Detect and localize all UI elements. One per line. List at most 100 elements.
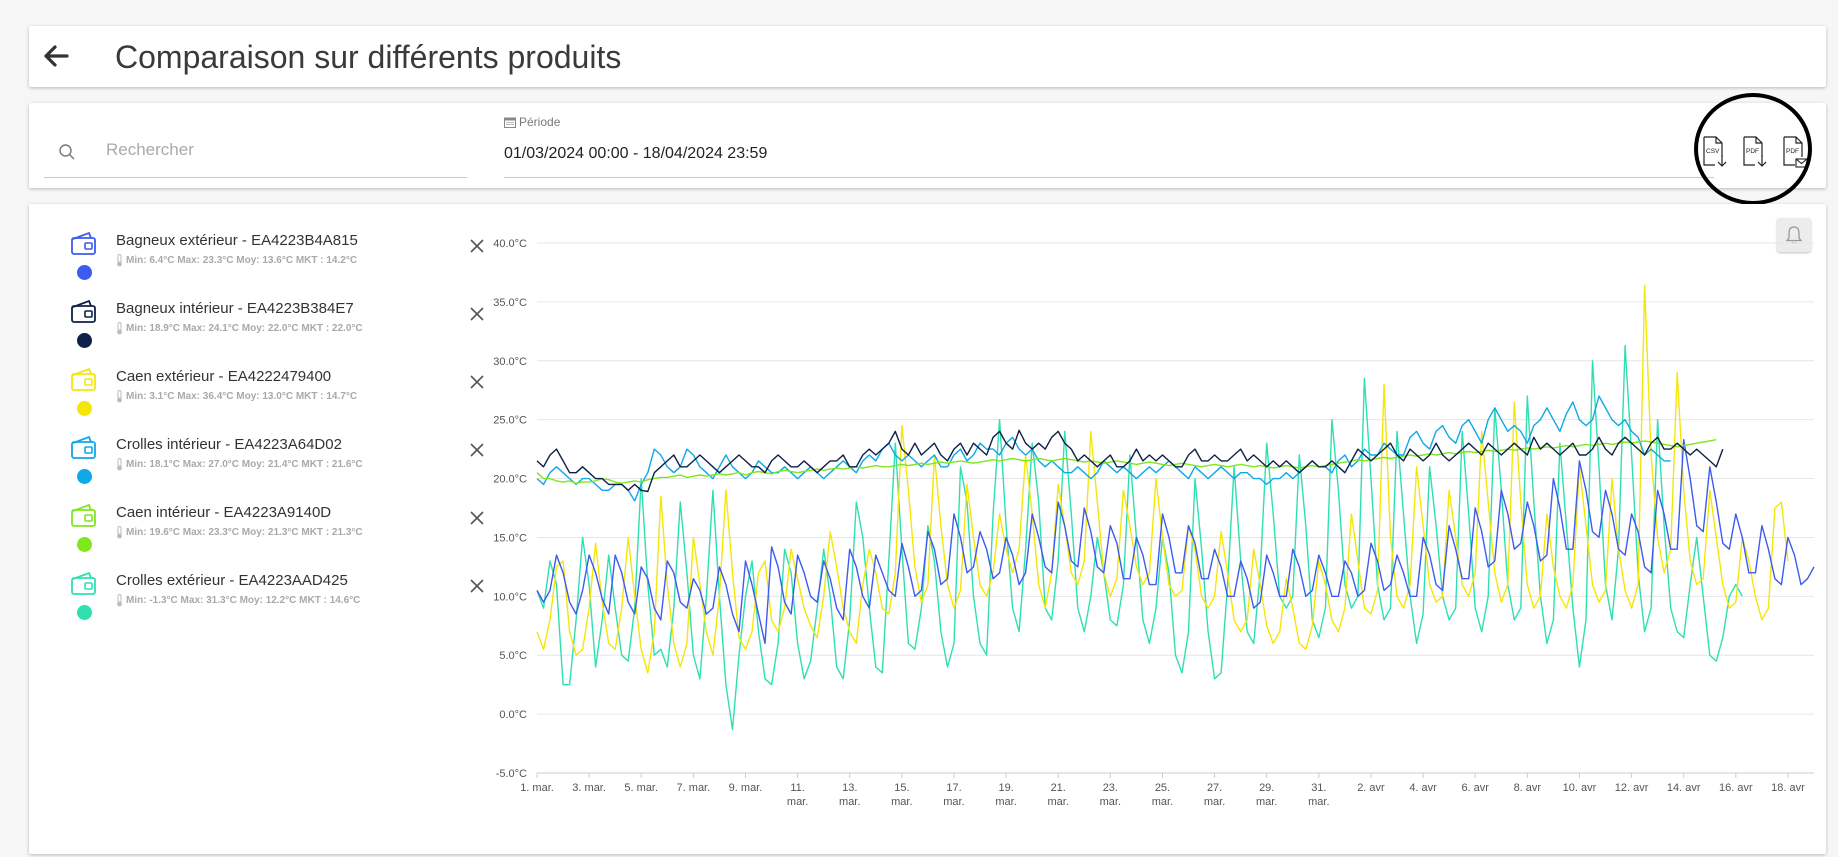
legend-item[interactable]: Caen extérieur - EA4222479400 Min: 3.1°C … (69, 366, 484, 428)
x-tick-label: 25. (1155, 782, 1170, 794)
x-tick-label-line2: mar. (1204, 796, 1225, 808)
legend-item[interactable]: Caen intérieur - EA4223A9140D Min: 19.6°C… (69, 502, 484, 564)
x-tick-label: 18. avr (1771, 782, 1805, 794)
series-line (536, 439, 1717, 484)
sensor-name: Bagneux extérieur - EA4223B4A815 (116, 232, 358, 249)
x-tick-label-line2: mar. (1100, 796, 1121, 808)
sensor-stats: Min: -1.3°C Max: 31.3°C Moy: 12.2°C MKT … (126, 595, 361, 606)
y-tick-label: 5.0°C (499, 650, 527, 662)
thermometer-icon (117, 322, 122, 335)
y-tick-label: 10.0°C (493, 591, 527, 603)
close-icon[interactable] (467, 236, 487, 256)
x-tick-label-line2: mar. (943, 796, 964, 808)
alert-button[interactable] (1777, 218, 1811, 252)
x-tick-label: 3. mar. (572, 782, 606, 794)
y-tick-label: -5.0°C (496, 768, 527, 780)
thermometer-icon (117, 526, 122, 539)
close-icon[interactable] (467, 508, 487, 528)
search-field (44, 127, 467, 178)
series-color-dot (77, 265, 92, 280)
search-input[interactable] (104, 139, 448, 161)
series-line (536, 438, 1815, 645)
x-tick-label: 13. (842, 782, 857, 794)
close-icon[interactable] (467, 372, 487, 392)
legend-item[interactable]: Bagneux intérieur - EA4223B384E7 Min: 18.… (69, 298, 484, 360)
sensor-stats: Min: 18.1°C Max: 27.0°C Moy: 21.4°C MKT … (126, 459, 363, 470)
x-tick-label: 2. avr (1357, 782, 1385, 794)
x-tick-label-line2: mar. (1256, 796, 1277, 808)
x-tick-label: 6. avr (1461, 782, 1489, 794)
sensor-name: Crolles intérieur - EA4223A64D02 (116, 436, 342, 453)
legend-item[interactable]: Crolles intérieur - EA4223A64D02 Min: 18.… (69, 434, 484, 496)
thermometer-icon (117, 254, 122, 267)
close-icon[interactable] (467, 576, 487, 596)
y-tick-label: 20.0°C (493, 474, 527, 486)
x-tick-label: 29. (1259, 782, 1274, 794)
x-tick-label-line2: mar. (1048, 796, 1069, 808)
x-tick-label: 16. avr (1719, 782, 1753, 794)
header-bar: Comparaison sur différents produits (29, 26, 1826, 87)
x-tick-label: 11. (790, 782, 804, 794)
series-line (536, 429, 1724, 493)
x-tick-label: 15. (894, 782, 909, 794)
series-color-dot (77, 605, 92, 620)
x-tick-label: 9. mar. (729, 782, 763, 794)
period-value: 01/03/2024 00:00 - 18/04/2024 23:59 (504, 145, 768, 162)
x-tick-label-line2: mar. (839, 796, 860, 808)
x-tick-label: 10. avr (1563, 782, 1597, 794)
y-tick-label: 30.0°C (493, 356, 527, 368)
sensor-stats: Min: 19.6°C Max: 23.3°C Moy: 21.3°C MKT … (126, 527, 363, 538)
sensor-name: Bagneux intérieur - EA4223B384E7 (116, 300, 354, 317)
series-color-dot (77, 401, 92, 416)
sensor-card-icon (71, 503, 96, 527)
y-tick-label: 35.0°C (493, 297, 527, 309)
arrow-left-icon (44, 45, 69, 67)
x-tick-label: 14. avr (1667, 782, 1701, 794)
series-line (536, 344, 1743, 731)
x-tick-label: 19. (998, 782, 1013, 794)
sensor-card-icon (71, 299, 96, 323)
legend-item[interactable]: Bagneux extérieur - EA4223B4A815 Min: 6.4… (69, 230, 484, 292)
annotation-circle (1694, 93, 1812, 205)
x-tick-label: 23. (1103, 782, 1118, 794)
close-icon[interactable] (467, 304, 487, 324)
x-tick-label: 12. avr (1615, 782, 1649, 794)
x-tick-label-line2: mar. (1152, 796, 1173, 808)
y-tick-label: 25.0°C (493, 415, 527, 427)
series-color-dot (77, 537, 92, 552)
x-tick-label-line2: mar. (891, 796, 912, 808)
series-color-dot (77, 333, 92, 348)
sensor-card-icon (71, 571, 96, 595)
x-tick-label-line2: mar. (995, 796, 1016, 808)
x-tick-label: 8. avr (1514, 782, 1542, 794)
thermometer-icon (117, 390, 122, 403)
period-label: Période (519, 115, 561, 129)
x-tick-label: 17. (946, 782, 961, 794)
sensor-stats: Min: 3.1°C Max: 36.4°C Moy: 13.0°C MKT :… (126, 391, 358, 402)
sensor-stats: Min: 6.4°C Max: 23.3°C Moy: 13.6°C MKT :… (126, 255, 358, 266)
x-tick-label: 1. mar. (520, 782, 554, 794)
sensor-card-icon (71, 435, 96, 459)
sensor-card-icon (71, 231, 96, 255)
x-tick-label-line2: mar. (1308, 796, 1329, 808)
legend-item[interactable]: Crolles extérieur - EA4223AAD425 Min: -1.… (69, 570, 484, 632)
x-tick-label: 7. mar. (677, 782, 711, 794)
period-field[interactable]: Période 01/03/2024 00:00 - 18/04/2024 23… (504, 113, 1714, 178)
y-tick-label: 40.0°C (493, 238, 527, 250)
thermometer-icon (117, 458, 122, 471)
filter-bar: Période 01/03/2024 00:00 - 18/04/2024 23… (29, 103, 1826, 188)
x-tick-label: 27. (1207, 782, 1222, 794)
comparison-panel: Bagneux extérieur - EA4223B4A815 Min: 6.4… (29, 204, 1826, 854)
search-icon (59, 144, 75, 160)
back-button[interactable] (37, 36, 77, 76)
thermometer-icon (117, 594, 122, 607)
sensor-name: Caen intérieur - EA4223A9140D (116, 504, 332, 521)
x-tick-label: 5. mar. (624, 782, 658, 794)
temperature-chart: -5.0°C 0.0°C 5.0°C 10.0°C 15.0°C 20.0°C 25.0°C… (493, 238, 1815, 808)
close-icon[interactable] (467, 440, 487, 460)
calendar-icon (504, 117, 516, 128)
sensor-card-icon (71, 367, 96, 391)
series-color-dot (77, 469, 92, 484)
x-tick-label: 21. (1051, 782, 1066, 794)
sensor-stats: Min: 18.9°C Max: 24.1°C Moy: 22.0°C MKT … (126, 323, 363, 334)
